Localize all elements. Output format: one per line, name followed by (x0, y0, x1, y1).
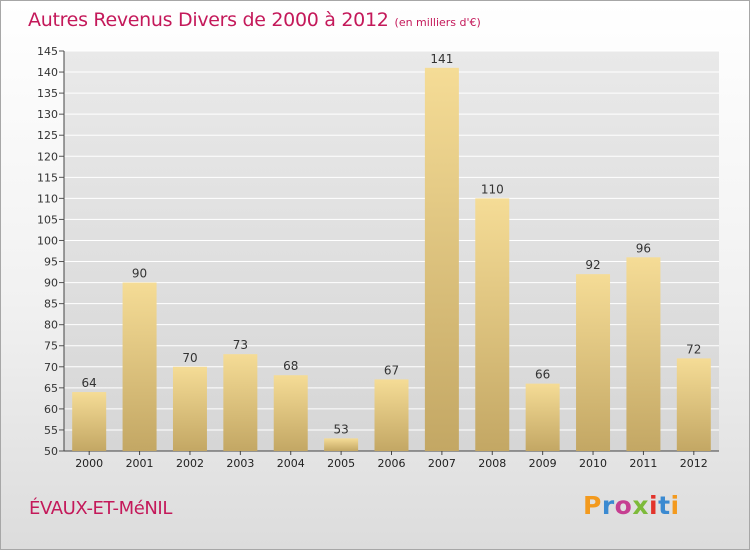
y-tick-label: 90 (44, 277, 58, 290)
x-tick-label: 2003 (226, 457, 254, 470)
data-label: 67 (384, 363, 399, 377)
data-label: 110 (481, 182, 504, 196)
logo-letter: t (658, 491, 671, 520)
bar (122, 282, 157, 451)
x-tick-label: 2004 (277, 457, 305, 470)
y-tick-label: 120 (37, 150, 58, 163)
x-tick-label: 2009 (529, 457, 557, 470)
data-label: 68 (283, 359, 298, 373)
x-tick-label: 2007 (428, 457, 456, 470)
data-label: 73 (233, 338, 248, 352)
y-tick-label: 70 (44, 361, 58, 374)
y-tick-label: 130 (37, 108, 58, 121)
logo-letter: x (632, 491, 649, 520)
data-label: 96 (636, 241, 651, 255)
y-tick-label: 125 (37, 129, 58, 142)
logo-letter: r (601, 491, 615, 520)
data-label: 70 (182, 351, 197, 365)
y-tick-label: 115 (37, 171, 58, 184)
x-tick-label: 2012 (680, 457, 708, 470)
data-label: 92 (585, 258, 600, 272)
y-tick-label: 80 (44, 319, 58, 332)
bar (676, 358, 711, 451)
x-tick-label: 2002 (176, 457, 204, 470)
logo-letter: i (670, 491, 680, 520)
x-tick-label: 2006 (378, 457, 406, 470)
x-tick-label: 2008 (478, 457, 506, 470)
y-tick-label: 55 (44, 424, 58, 437)
y-tick-label: 100 (37, 234, 58, 247)
y-tick-label: 140 (37, 66, 58, 79)
bar (374, 379, 409, 451)
bar (626, 257, 661, 451)
y-tick-label: 145 (37, 45, 58, 58)
logo-letter: P (583, 491, 602, 520)
chart-title: Autres Revenus Divers de 2000 à 2012 (en … (28, 9, 481, 31)
bar (576, 274, 611, 451)
bar (273, 375, 308, 451)
x-tick-label: 2000 (75, 457, 103, 470)
bar (72, 392, 107, 451)
x-tick-label: 2005 (327, 457, 355, 470)
logo-letter: i (649, 491, 659, 520)
x-tick-label: 2010 (579, 457, 607, 470)
y-tick-label: 110 (37, 192, 58, 205)
bar (475, 198, 510, 451)
logo-letter: o (614, 491, 633, 520)
bar (424, 67, 459, 451)
data-label: 72 (686, 342, 701, 356)
y-tick-label: 65 (44, 382, 58, 395)
data-label: 90 (132, 267, 147, 281)
y-tick-label: 105 (37, 213, 58, 226)
x-tick-label: 2011 (629, 457, 657, 470)
data-label: 141 (430, 52, 453, 66)
data-label: 64 (82, 376, 97, 390)
y-tick-label: 95 (44, 256, 58, 269)
proxiti-logo: Proxiti (583, 491, 680, 520)
y-tick-label: 60 (44, 403, 58, 416)
chart-title-text: Autres Revenus Divers de 2000 à 2012 (28, 9, 389, 31)
bar (525, 383, 560, 451)
chart-subtitle: (en milliers d'€) (394, 16, 481, 29)
y-tick-label: 85 (44, 298, 58, 311)
x-tick-label: 2001 (126, 457, 154, 470)
data-label: 66 (535, 368, 550, 382)
y-tick-label: 50 (44, 445, 58, 458)
bar (223, 354, 258, 451)
bar (324, 438, 359, 451)
data-label: 53 (333, 422, 348, 436)
y-tick-label: 75 (44, 340, 58, 353)
bar (172, 366, 207, 451)
commune-name: ÉVAUX-ET-MéNIL (29, 498, 172, 519)
y-tick-label: 135 (37, 87, 58, 100)
